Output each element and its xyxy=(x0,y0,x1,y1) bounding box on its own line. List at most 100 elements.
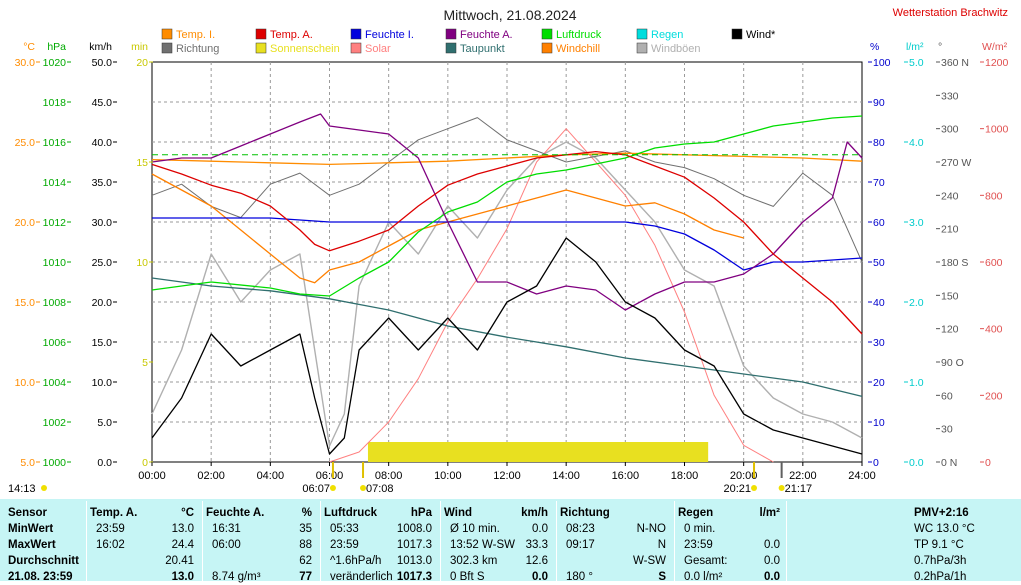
axis-tick-label-left: 0 xyxy=(142,457,148,469)
axis-unit-right: l/m² xyxy=(906,41,924,53)
stats-cell-label: 0 Bft S xyxy=(450,571,485,583)
legend-label-richtung: Richtung xyxy=(176,43,219,55)
axis-tick-label-right: 2.0 xyxy=(909,297,924,309)
stats-cell-label: 16:31 xyxy=(212,523,241,535)
station-name: Wetterstation Brachwitz xyxy=(893,7,1008,19)
axis-tick-label-left: 15.0 xyxy=(92,337,113,349)
stats-col-wind: Wind km/h Ø 10 min. 0.0 13:52 W-SW 33.3 302.3 … xyxy=(444,499,554,583)
stats-cell-label: 302.3 km xyxy=(450,555,498,567)
axis-tick-label-right: 70 xyxy=(873,177,885,189)
stats-table: Sensor MinWert MaxWert Durchschnitt 21.08. 2… xyxy=(0,499,1021,583)
series-line-windboeen xyxy=(151,141,863,447)
stats-cell-label: 13:52 W-SW xyxy=(450,539,515,551)
axis-unit-left: km/h xyxy=(89,41,112,53)
axis-tick-label-left: 1004 xyxy=(43,377,67,389)
stats-col-head: Feuchte A. xyxy=(206,507,265,519)
legend-swatch xyxy=(350,28,362,40)
axis-tick-label-x: 00:00 xyxy=(138,470,166,482)
weather-chart: °C30.025.020.015.010.05.0hPa102010181016… xyxy=(8,7,1009,495)
axis-tick-label-right: 600 xyxy=(985,257,1003,269)
stats-cell-value: 77 xyxy=(299,571,312,583)
legend-swatch xyxy=(445,42,457,54)
axis-tick-label-right: 120 xyxy=(941,324,959,336)
series-line-solar xyxy=(329,128,774,463)
axis-tick-label-right: 800 xyxy=(985,190,1003,202)
stats-col-sensor: Sensor MinWert MaxWert Durchschnitt 21.08. 2… xyxy=(8,499,88,583)
axis-tick-label-x: 04:00 xyxy=(257,470,285,482)
axis-tick-label-x: 06:00 xyxy=(316,470,344,482)
stats-cell-label: 06:00 xyxy=(212,539,241,551)
series-line-feuchte-i xyxy=(152,217,863,271)
axis-tick-label-left: 50.0 xyxy=(92,57,113,69)
marker-dot-sunset xyxy=(751,485,758,491)
axis-tick-label-left: 0.0 xyxy=(97,457,112,469)
series-line-richtung xyxy=(151,117,863,263)
stats-cell: MaxWert xyxy=(8,539,56,551)
stats-cell-value: N-NO xyxy=(636,523,666,535)
time-markers: 14:13 06:07 07:08 20:21 21:17 xyxy=(8,462,812,495)
axis-tick-label-right: 50 xyxy=(873,257,885,269)
axis-tick-label-right: 30 xyxy=(873,337,885,349)
legend-swatch xyxy=(636,28,648,40)
marker-sunset: 20:21 xyxy=(723,483,751,495)
legend-swatch xyxy=(636,42,648,54)
axis-tick-label-right: 270 W xyxy=(941,157,971,169)
axis-tick-label-left: 30.0 xyxy=(15,57,36,69)
legend-label-wind: Wind* xyxy=(746,29,776,41)
stats-cell-label: 23:59 xyxy=(684,539,713,551)
stats-col-separator xyxy=(320,501,321,581)
axis-tick-label-right: 200 xyxy=(985,390,1003,402)
axis-tick-label-right: 100 xyxy=(873,57,891,69)
stats-cell-value: 0.0 xyxy=(764,555,780,567)
axis-tick-label-x: 16:00 xyxy=(612,470,640,482)
axis-tick-label-right: 240 xyxy=(941,190,959,202)
stats-cell-label: 05:33 xyxy=(330,523,359,535)
stats-col-separator xyxy=(786,501,787,581)
stats-cell: 0.2hPa/1h xyxy=(914,571,967,583)
axis-tick-label-right: 330 xyxy=(941,90,959,102)
legend-label-feuchte-a: Feuchte A. xyxy=(460,29,513,41)
axis-tick-label-left: 10.0 xyxy=(92,377,113,389)
stats-cell-value: S xyxy=(658,571,666,583)
series-line-taupunkt xyxy=(151,277,863,398)
axis-tick-label-left: 25.0 xyxy=(92,257,113,269)
stats-col-luftdruck: Luftdruck hPa 05:33 1008.0 23:59 1017.3 ^1.6hP… xyxy=(324,499,438,583)
stats-cell-value: 1017.3 xyxy=(396,571,432,583)
legend-label-sonnenschein: Sonnenschein xyxy=(270,43,340,55)
axis-tick-label-left: 1020 xyxy=(43,57,67,69)
axis-tick-label-x: 24:00 xyxy=(848,470,876,482)
legend-swatch xyxy=(541,42,553,54)
legend-swatch xyxy=(445,28,457,40)
legend-label-windboeen: Windböen xyxy=(651,43,701,55)
legend-swatch xyxy=(161,42,173,54)
axis-unit-right: ° xyxy=(938,41,942,53)
axis-tick-label-right: 210 xyxy=(941,224,959,236)
stats-cell-value: 88 xyxy=(299,539,312,551)
legend-label-feuchte-i: Feuchte I. xyxy=(365,29,414,41)
marker-dot-sunrise xyxy=(329,485,336,491)
stats-cell-label: Gesamt: xyxy=(684,555,728,567)
stats-col-regen: Regen l/m² 0 min. 23:59 0.0 Gesamt: 0.0 0.0 l/m… xyxy=(678,499,786,583)
axis-tick-label-left: 1008 xyxy=(43,297,67,309)
stats-cell-label: 23:59 xyxy=(330,539,359,551)
axis-tick-label-right: 30 xyxy=(941,424,953,436)
legend-swatch xyxy=(255,42,267,54)
legend-swatch xyxy=(161,28,173,40)
axis-tick-label-x: 20:00 xyxy=(730,470,758,482)
legend-label-regen: Regen xyxy=(651,29,683,41)
series-line-windchill xyxy=(151,173,744,284)
stats-col-unit: l/m² xyxy=(759,507,780,519)
stats-cell-value: 1017.3 xyxy=(396,539,432,551)
axis-tick-label-right: 0.0 xyxy=(909,457,924,469)
axis-tick-label-x: 02:00 xyxy=(197,470,225,482)
axis-tick-label-right: 80 xyxy=(873,137,885,149)
marker-dusk: 21:17 xyxy=(785,483,813,495)
stats-col-feuchte-a: Feuchte A.% 16:31 35 06:00 88 62 8.74 g/m³ 77 xyxy=(206,499,318,583)
axis-tick-label-left: 1018 xyxy=(43,97,67,109)
stats-col-separator xyxy=(440,501,441,581)
stats-cell-value: 13.0 xyxy=(171,523,194,535)
legend-label-solar: Solar xyxy=(365,43,391,55)
axis-tick-label-left: 45.0 xyxy=(92,97,113,109)
axis-tick-label-left: 1016 xyxy=(43,137,67,149)
axis-tick-label-right: 1.0 xyxy=(909,377,924,389)
